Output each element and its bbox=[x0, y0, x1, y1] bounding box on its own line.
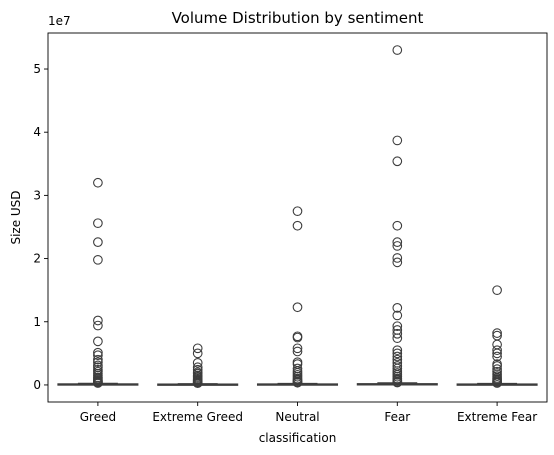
y-tick-label: 0 bbox=[33, 378, 41, 392]
plot-area bbox=[57, 45, 538, 389]
outlier-point bbox=[292, 206, 303, 217]
outlier-point bbox=[392, 303, 403, 313]
box-group bbox=[356, 45, 438, 388]
box-group bbox=[157, 343, 239, 389]
outlier-point bbox=[93, 378, 103, 388]
outlier-point bbox=[392, 220, 403, 231]
chart-title: Volume Distribution by sentiment bbox=[172, 9, 424, 27]
x-tick-label: Greed bbox=[80, 410, 116, 424]
outlier-point bbox=[392, 253, 403, 263]
outlier-point bbox=[392, 257, 403, 268]
outlier-point bbox=[392, 321, 403, 332]
outlier-point bbox=[93, 357, 103, 368]
outlier-point bbox=[492, 285, 502, 296]
y-tick-label: 3 bbox=[33, 188, 41, 202]
outlier-point bbox=[93, 218, 103, 229]
y-tick-label: 5 bbox=[33, 62, 41, 76]
outlier-point bbox=[392, 333, 403, 344]
x-tick-label: Extreme Greed bbox=[152, 410, 243, 424]
outlier-point bbox=[93, 350, 103, 361]
box-group bbox=[456, 285, 538, 388]
outlier-point bbox=[492, 328, 502, 338]
outlier-point bbox=[392, 377, 403, 388]
outlier-point bbox=[292, 346, 303, 357]
outlier-point bbox=[392, 241, 403, 251]
y-tick-label: 2 bbox=[33, 252, 41, 266]
outlier-point bbox=[93, 315, 103, 326]
outlier-point bbox=[192, 357, 203, 368]
outlier-point bbox=[292, 343, 303, 354]
outlier-point bbox=[292, 377, 303, 388]
outlier-point bbox=[93, 354, 103, 365]
outlier-point bbox=[492, 345, 502, 356]
outlier-point bbox=[93, 347, 103, 358]
outlier-point bbox=[492, 348, 502, 359]
outlier-point bbox=[93, 320, 103, 331]
x-tick-label: Fear bbox=[384, 410, 410, 424]
outlier-point bbox=[392, 328, 403, 339]
outlier-point bbox=[392, 156, 403, 167]
outlier-point bbox=[93, 177, 103, 188]
box-group bbox=[256, 206, 339, 388]
outlier-point bbox=[292, 220, 303, 231]
outlier-point bbox=[192, 378, 203, 389]
outlier-point bbox=[492, 351, 502, 362]
x-tick-label: Extreme Fear bbox=[457, 410, 537, 424]
outlier-point bbox=[192, 343, 203, 354]
outlier-point bbox=[292, 332, 303, 343]
outlier-point bbox=[392, 237, 403, 247]
outlier-point bbox=[392, 135, 403, 146]
outlier-point bbox=[192, 348, 203, 359]
outlier-point bbox=[93, 254, 103, 265]
outlier-point bbox=[492, 378, 502, 388]
y-tick-label: 4 bbox=[33, 125, 41, 139]
x-tick-label: Neutral bbox=[275, 410, 319, 424]
outlier-point bbox=[93, 336, 103, 347]
x-axis-label: classification bbox=[259, 431, 337, 445]
y-axis-offset-label: 1e7 bbox=[48, 14, 71, 28]
outlier-point bbox=[292, 302, 303, 313]
box-group bbox=[57, 177, 139, 388]
outlier-point bbox=[392, 348, 403, 359]
outlier-point bbox=[93, 237, 103, 247]
outlier-point bbox=[392, 351, 403, 362]
y-axis-label: Size USD bbox=[9, 190, 23, 244]
outlier-point bbox=[392, 345, 403, 356]
y-tick-label: 1 bbox=[33, 315, 41, 329]
outlier-point bbox=[392, 45, 403, 55]
outlier-point bbox=[392, 310, 403, 321]
